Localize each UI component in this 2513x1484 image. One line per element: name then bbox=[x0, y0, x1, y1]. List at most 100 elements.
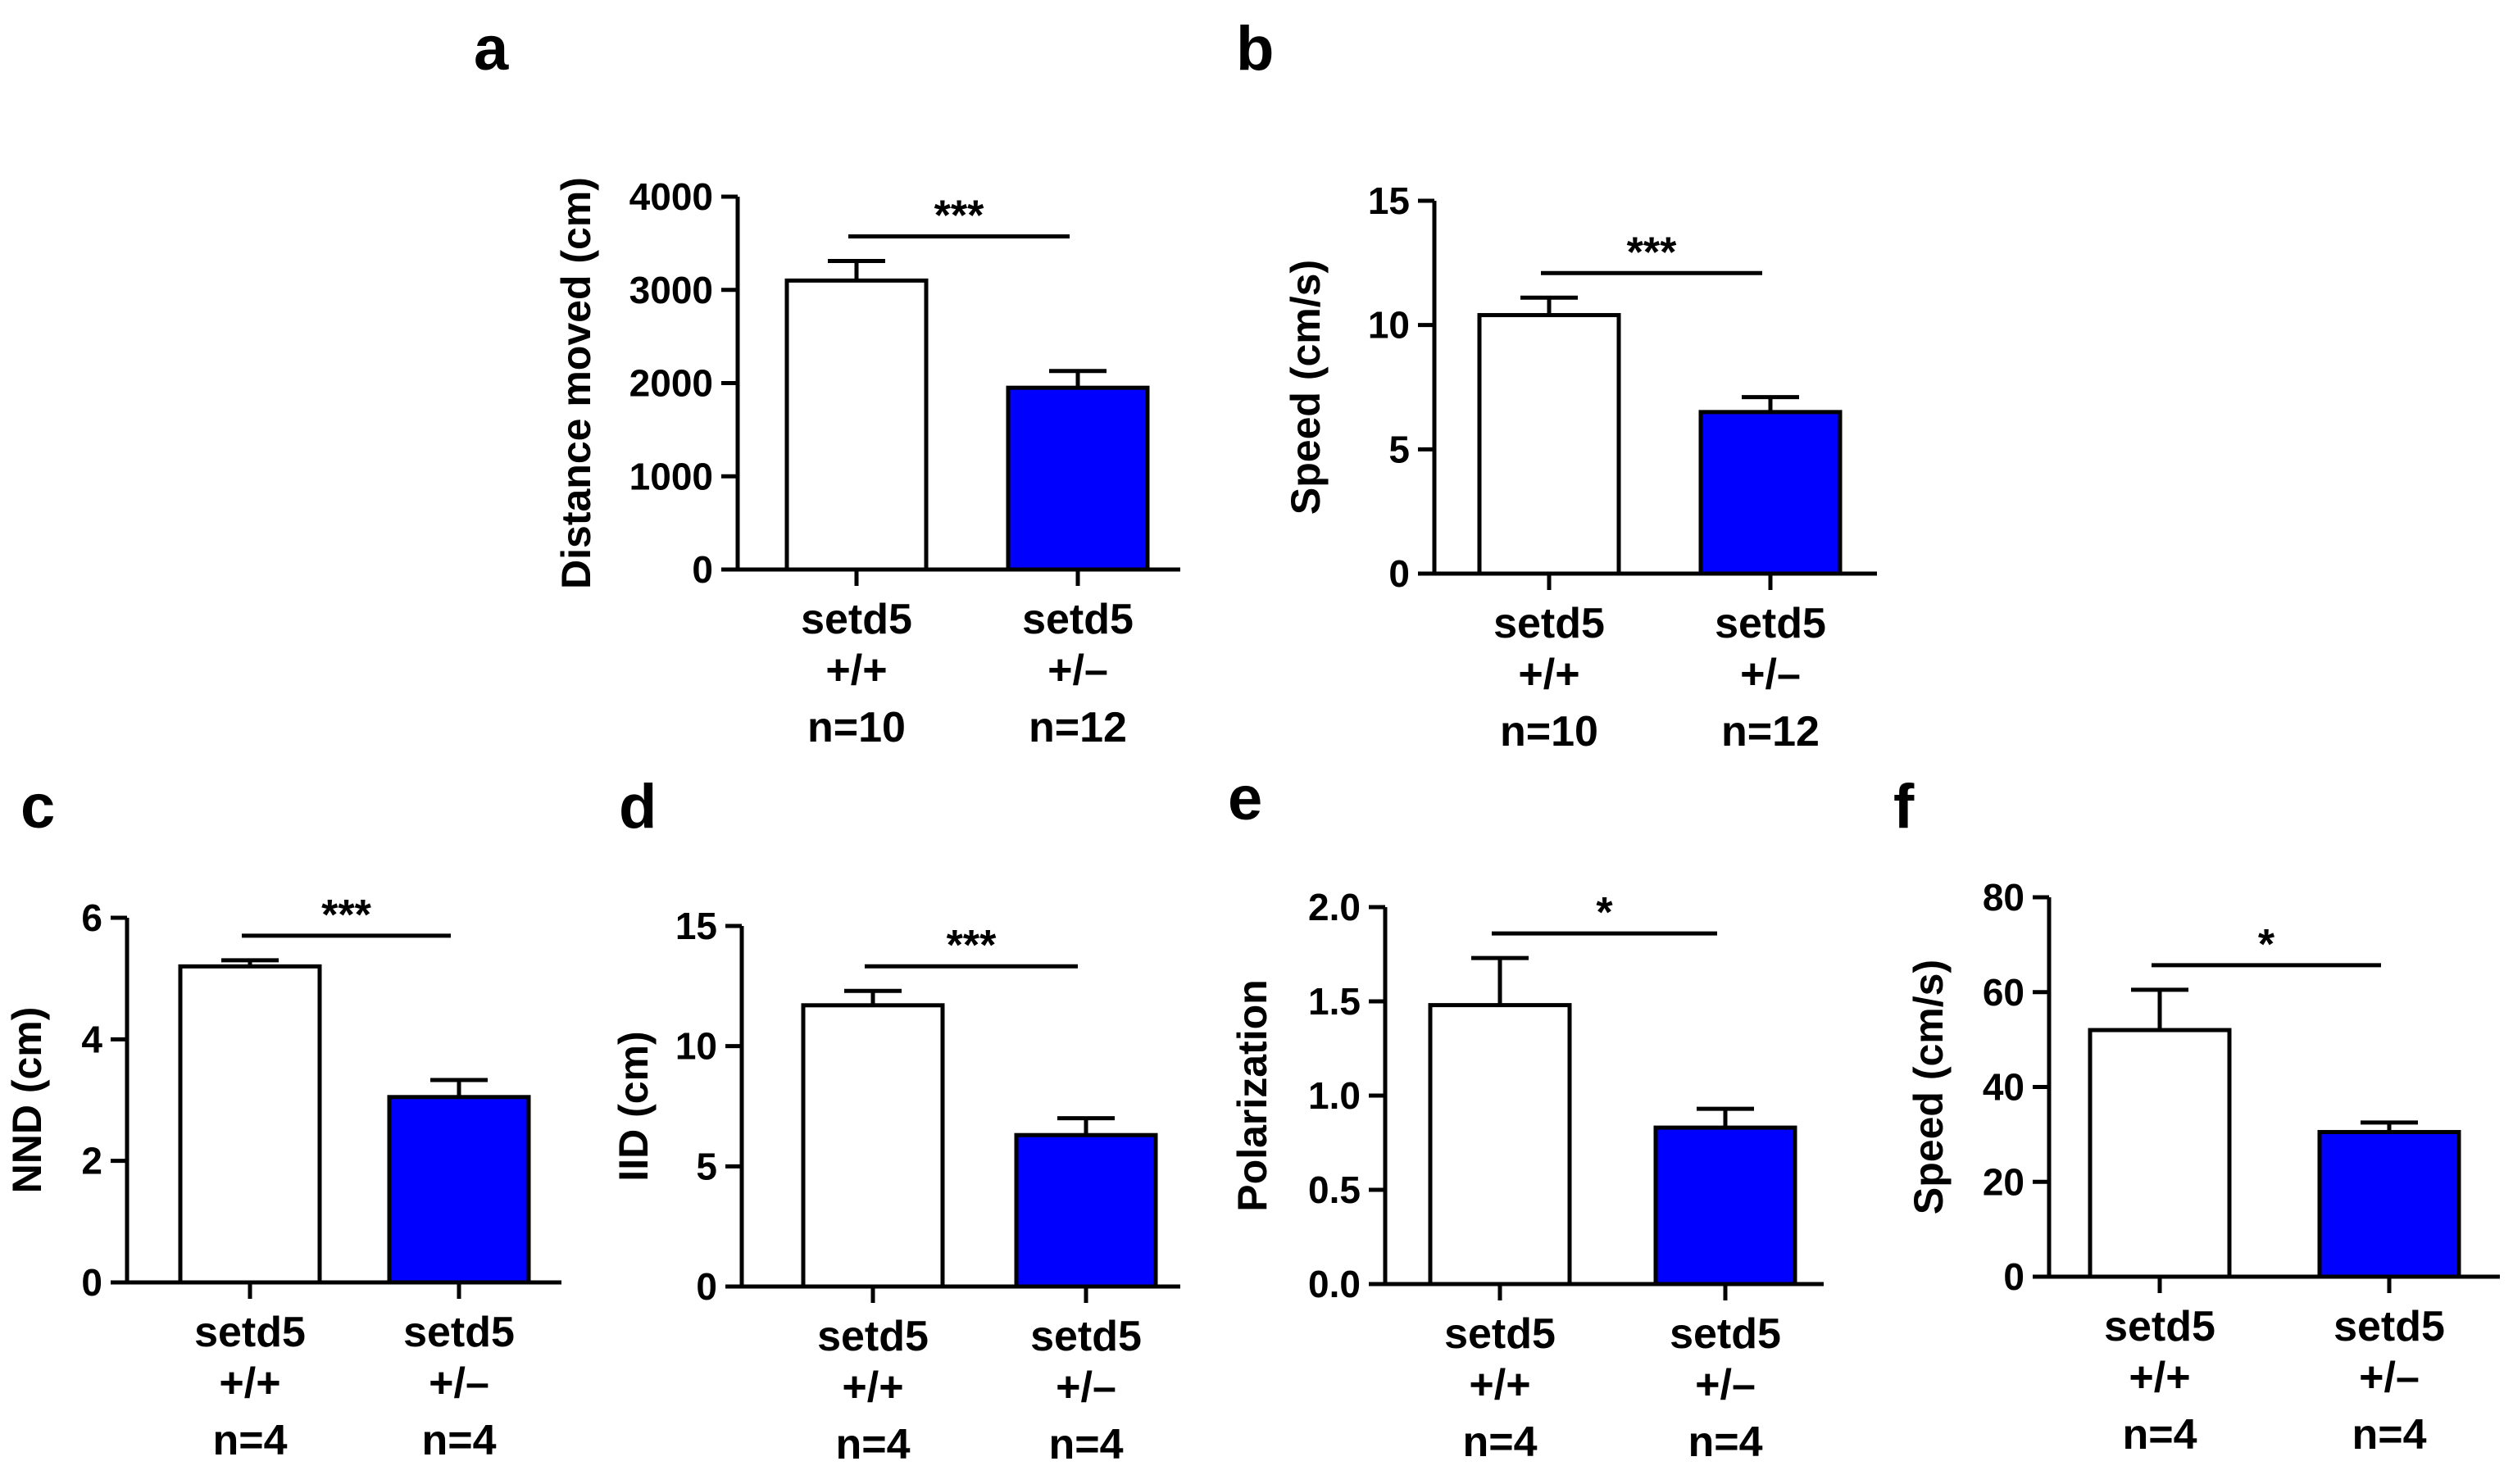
category-sample-size: n=10 bbox=[1500, 708, 1598, 756]
y-tick-label: 40 bbox=[1983, 1066, 2024, 1109]
y-tick-label: 2 bbox=[81, 1140, 102, 1182]
y-tick-label: 20 bbox=[1983, 1160, 2024, 1203]
category-genotype: +/+ bbox=[2129, 1354, 2190, 1401]
bar-heterozygous bbox=[387, 1095, 531, 1285]
category-genotype: +/+ bbox=[1469, 1361, 1530, 1409]
category-genotype: +/– bbox=[1740, 651, 1801, 698]
category-sample-size: n=10 bbox=[807, 704, 906, 751]
category-name: setd5 bbox=[194, 1309, 306, 1356]
y-tick-label: 2.0 bbox=[1308, 886, 1361, 928]
bar-heterozygous bbox=[1653, 1125, 1797, 1287]
category-genotype: +/– bbox=[1056, 1364, 1116, 1411]
bar-heterozygous bbox=[1698, 410, 1843, 576]
category-genotype: +/+ bbox=[1518, 651, 1579, 698]
category-name: setd5 bbox=[1670, 1310, 1781, 1358]
y-tick-label: 6 bbox=[81, 896, 102, 939]
category-name: setd5 bbox=[817, 1313, 929, 1360]
category-name: setd5 bbox=[801, 596, 912, 643]
y-tick-label: 3000 bbox=[629, 269, 713, 311]
y-tick-label: 0 bbox=[692, 548, 713, 591]
y-tick-label: 10 bbox=[1368, 304, 1410, 347]
category-name: setd5 bbox=[1444, 1310, 1556, 1358]
y-tick-label: 2000 bbox=[629, 362, 713, 405]
y-tick-label: 1.5 bbox=[1308, 980, 1361, 1023]
bar-heterozygous bbox=[1006, 385, 1150, 572]
y-tick-label: 0 bbox=[696, 1265, 717, 1308]
panel-a: a 0 1000 2000 3000 4000 Distance moved (cm) set… bbox=[474, 14, 1180, 751]
category-sample-size: n=12 bbox=[1721, 708, 1820, 756]
y-tick-label: 0.0 bbox=[1308, 1263, 1361, 1305]
panel-letter: d bbox=[619, 772, 657, 842]
category-name: setd5 bbox=[403, 1309, 515, 1356]
bar-heterozygous bbox=[2317, 1129, 2461, 1279]
bar-wild-type bbox=[1428, 1003, 1572, 1287]
panel-letter: f bbox=[1893, 772, 1915, 842]
y-tick-label: 4000 bbox=[629, 175, 713, 218]
y-tick-label: 0 bbox=[2003, 1255, 2024, 1298]
y-axis-title: Speed (cm/s) bbox=[1283, 260, 1329, 515]
significance-stars: *** bbox=[947, 922, 997, 969]
y-tick-label: 4 bbox=[81, 1018, 102, 1060]
significance-stars: *** bbox=[321, 892, 371, 939]
category-sample-size: n=4 bbox=[2352, 1411, 2426, 1459]
y-axis-title: Speed (cm/s) bbox=[1906, 960, 1952, 1214]
category-genotype: +/– bbox=[2359, 1354, 2420, 1401]
category-sample-size: n=4 bbox=[212, 1417, 287, 1464]
category-sample-size: n=4 bbox=[1462, 1418, 1537, 1466]
y-tick-label: 0 bbox=[1388, 552, 1410, 595]
category-sample-size: n=4 bbox=[1048, 1421, 1123, 1468]
category-sample-size: n=4 bbox=[2122, 1411, 2197, 1459]
y-tick-label: 5 bbox=[696, 1145, 717, 1187]
bar-wild-type bbox=[784, 278, 929, 572]
category-name: setd5 bbox=[1030, 1313, 1142, 1360]
category-name: setd5 bbox=[1493, 600, 1605, 647]
category-sample-size: n=12 bbox=[1029, 704, 1127, 751]
y-tick-label: 15 bbox=[675, 905, 717, 947]
category-genotype: +/+ bbox=[219, 1359, 280, 1407]
y-axis-title: NND (cm) bbox=[4, 1007, 50, 1194]
bar-wild-type bbox=[178, 964, 322, 1285]
bar-wild-type bbox=[801, 1003, 945, 1289]
category-name: setd5 bbox=[2104, 1303, 2215, 1350]
category-genotype: +/– bbox=[429, 1359, 489, 1407]
category-sample-size: n=4 bbox=[421, 1417, 496, 1464]
y-tick-label: 1000 bbox=[629, 455, 713, 497]
category-genotype: +/+ bbox=[842, 1364, 903, 1411]
panel-letter: b bbox=[1236, 14, 1274, 84]
category-sample-size: n=4 bbox=[835, 1421, 910, 1468]
bar-heterozygous bbox=[1014, 1132, 1158, 1289]
category-genotype: +/– bbox=[1047, 647, 1108, 694]
y-tick-label: 1.0 bbox=[1308, 1074, 1361, 1117]
y-axis-title: IID (cm) bbox=[611, 1031, 657, 1181]
y-axis-title: Distance moved (cm) bbox=[553, 177, 599, 589]
category-genotype: +/– bbox=[1695, 1361, 1756, 1409]
panel-letter: a bbox=[474, 14, 509, 84]
panel-letter: c bbox=[20, 772, 55, 842]
category-name: setd5 bbox=[1715, 600, 1826, 647]
y-tick-label: 60 bbox=[1983, 971, 2024, 1014]
significance-stars: *** bbox=[934, 192, 984, 239]
y-tick-label: 80 bbox=[1983, 876, 2024, 919]
bar-wild-type bbox=[2088, 1028, 2232, 1279]
y-tick-label: 0.5 bbox=[1308, 1169, 1361, 1211]
category-name: setd5 bbox=[1022, 596, 1134, 643]
y-tick-label: 0 bbox=[81, 1261, 102, 1304]
category-genotype: +/+ bbox=[825, 647, 887, 694]
panel-e: e0.00.51.01.52.0Polarizationsetd5+/+n=4s… bbox=[1228, 764, 1824, 1466]
bar-wild-type bbox=[1477, 313, 1621, 576]
category-sample-size: n=4 bbox=[1688, 1418, 1762, 1466]
y-tick-label: 5 bbox=[1388, 428, 1410, 470]
significance-stars: * bbox=[2258, 921, 2275, 969]
y-tick-label: 15 bbox=[1368, 179, 1410, 222]
y-axis-title: Polarization bbox=[1229, 979, 1275, 1211]
y-tick-label: 10 bbox=[675, 1025, 717, 1068]
panel-letter: e bbox=[1228, 764, 1262, 833]
significance-stars: *** bbox=[1627, 229, 1677, 276]
category-name: setd5 bbox=[2334, 1303, 2445, 1350]
significance-stars: * bbox=[1596, 889, 1613, 937]
